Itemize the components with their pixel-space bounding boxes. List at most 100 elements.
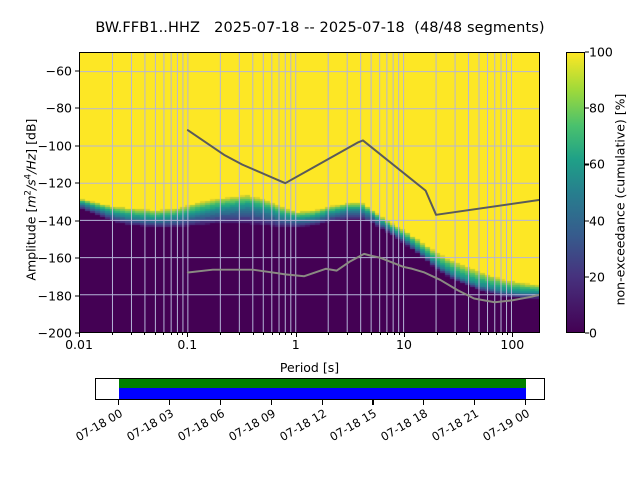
- x-tick-mark: [79, 333, 81, 337]
- x-tick-mark: [111, 333, 113, 336]
- x-tick-mark: [252, 333, 254, 336]
- timeline-tick-mark: [168, 400, 171, 405]
- page-title: BW.FFB1..HHZ 2025-07-18 -- 2025-07-18 (4…: [95, 20, 545, 36]
- x-tick-mark: [219, 333, 221, 336]
- y-tick-label: −120: [37, 175, 72, 191]
- y-tick-label: −180: [37, 288, 72, 303]
- y-tick-mark: [75, 295, 79, 297]
- timeline-tick-mark: [118, 400, 120, 405]
- x-tick-mark: [187, 333, 189, 337]
- y-tick-label: −160: [37, 250, 72, 266]
- timeline-tick-mark: [321, 400, 323, 405]
- x-tick-label: 0.1: [177, 337, 198, 352]
- colorbar-tick-label: 60: [589, 156, 605, 172]
- y-axis-label: Amplitude [m2/s4/Hz] [dB]: [23, 118, 39, 281]
- timeline-tick-mark: [372, 400, 374, 405]
- timeline-tick-label: 07-18 00: [73, 406, 125, 444]
- x-tick-mark: [387, 333, 389, 336]
- colorbar-tick-label: 0: [589, 325, 597, 341]
- x-tick-mark: [404, 333, 406, 337]
- y-tick-mark: [75, 107, 79, 109]
- colorbar-tick-label: 100: [589, 44, 613, 60]
- x-tick-mark: [239, 333, 240, 336]
- x-tick-mark: [393, 333, 395, 336]
- x-tick-mark: [479, 333, 481, 336]
- x-tick-mark: [263, 333, 265, 336]
- timeline-tick-label: 07-18 09: [225, 406, 278, 444]
- y-tick-mark: [75, 145, 79, 147]
- ppsd-plot-area[interactable]: [79, 52, 540, 333]
- x-tick-mark: [170, 333, 172, 336]
- noise-model-curves: [186, 129, 539, 304]
- y-tick-label: −200: [37, 325, 72, 341]
- coverage-band-green: [119, 379, 526, 388]
- x-tick-mark: [182, 333, 184, 336]
- x-tick-mark: [371, 333, 373, 336]
- colorbar-tick-mark: [585, 220, 589, 222]
- x-tick-mark: [501, 333, 503, 336]
- y-tick-label: −80: [45, 100, 72, 116]
- timeline-tick-label: 07-18 03: [124, 406, 176, 444]
- y-tick-mark: [75, 70, 79, 72]
- coverage-strip[interactable]: [95, 378, 545, 400]
- x-tick-mark: [176, 333, 178, 336]
- x-tick-mark: [495, 333, 497, 336]
- y-tick-mark: [75, 332, 79, 334]
- y-tick-label: −140: [37, 213, 72, 229]
- ppsd-histogram-canvas: [80, 53, 539, 332]
- colorbar-tick-label: 20: [589, 269, 605, 285]
- x-tick-mark: [271, 333, 273, 336]
- x-axis-label: Period [s]: [279, 360, 340, 375]
- x-tick-label: 100: [500, 337, 525, 352]
- x-tick-mark: [380, 333, 381, 336]
- colorbar-tick-mark: [585, 107, 589, 109]
- x-tick-mark: [130, 333, 132, 336]
- x-tick-mark: [295, 333, 297, 337]
- x-tick-mark: [163, 333, 165, 336]
- colorbar[interactable]: [566, 52, 585, 333]
- x-tick-mark: [436, 333, 438, 336]
- x-tick-mark: [285, 333, 287, 336]
- timeline-tick-label: 07-18 15: [327, 406, 380, 444]
- colorbar-tick-label: 40: [589, 213, 605, 229]
- colorbar-tick-mark: [585, 51, 589, 53]
- x-tick-mark: [469, 333, 471, 336]
- x-tick-mark: [507, 333, 509, 336]
- colorbar-tick-mark: [585, 163, 589, 166]
- y-tick-label: −100: [37, 138, 72, 154]
- timeline-tick-label: 07-18 06: [175, 406, 227, 444]
- timeline-tick-mark: [423, 400, 425, 405]
- timeline-tick-mark: [219, 400, 221, 405]
- timeline-tick-label: 07-18 18: [378, 406, 431, 444]
- y-tick-label: −60: [45, 63, 72, 79]
- x-tick-mark: [278, 333, 280, 336]
- x-tick-mark: [399, 333, 401, 336]
- x-tick-label: 10: [396, 337, 412, 352]
- gridlines: [80, 53, 539, 332]
- timeline-tick-mark: [474, 400, 476, 405]
- timeline-tick-label: 07-18 21: [429, 406, 482, 444]
- colorbar-tick-mark: [585, 276, 589, 278]
- timeline-tick-label: 07-18 12: [276, 406, 329, 444]
- x-tick-label: 0.01: [65, 337, 93, 352]
- y-tick-mark: [75, 182, 79, 184]
- x-tick-label: 1: [291, 337, 300, 352]
- x-tick-mark: [488, 333, 490, 336]
- x-tick-mark: [360, 333, 362, 336]
- x-tick-mark: [154, 333, 156, 336]
- x-tick-mark: [144, 333, 146, 336]
- y-tick-mark: [75, 257, 79, 259]
- x-tick-mark: [328, 333, 330, 336]
- timeline-tick-mark: [525, 400, 527, 405]
- x-tick-mark: [455, 333, 457, 336]
- colorbar-tick-mark: [585, 332, 589, 334]
- x-tick-mark: [347, 333, 349, 336]
- timeline-tick-mark: [270, 400, 272, 405]
- x-tick-mark: [290, 333, 292, 336]
- colorbar-tick-label: 80: [589, 100, 605, 116]
- x-tick-mark: [512, 333, 514, 337]
- y-tick-mark: [75, 220, 79, 222]
- colorbar-label: non-exceedance (cumulative) [%]: [612, 93, 628, 306]
- timeline-tick-label: 07-19 00: [480, 406, 532, 444]
